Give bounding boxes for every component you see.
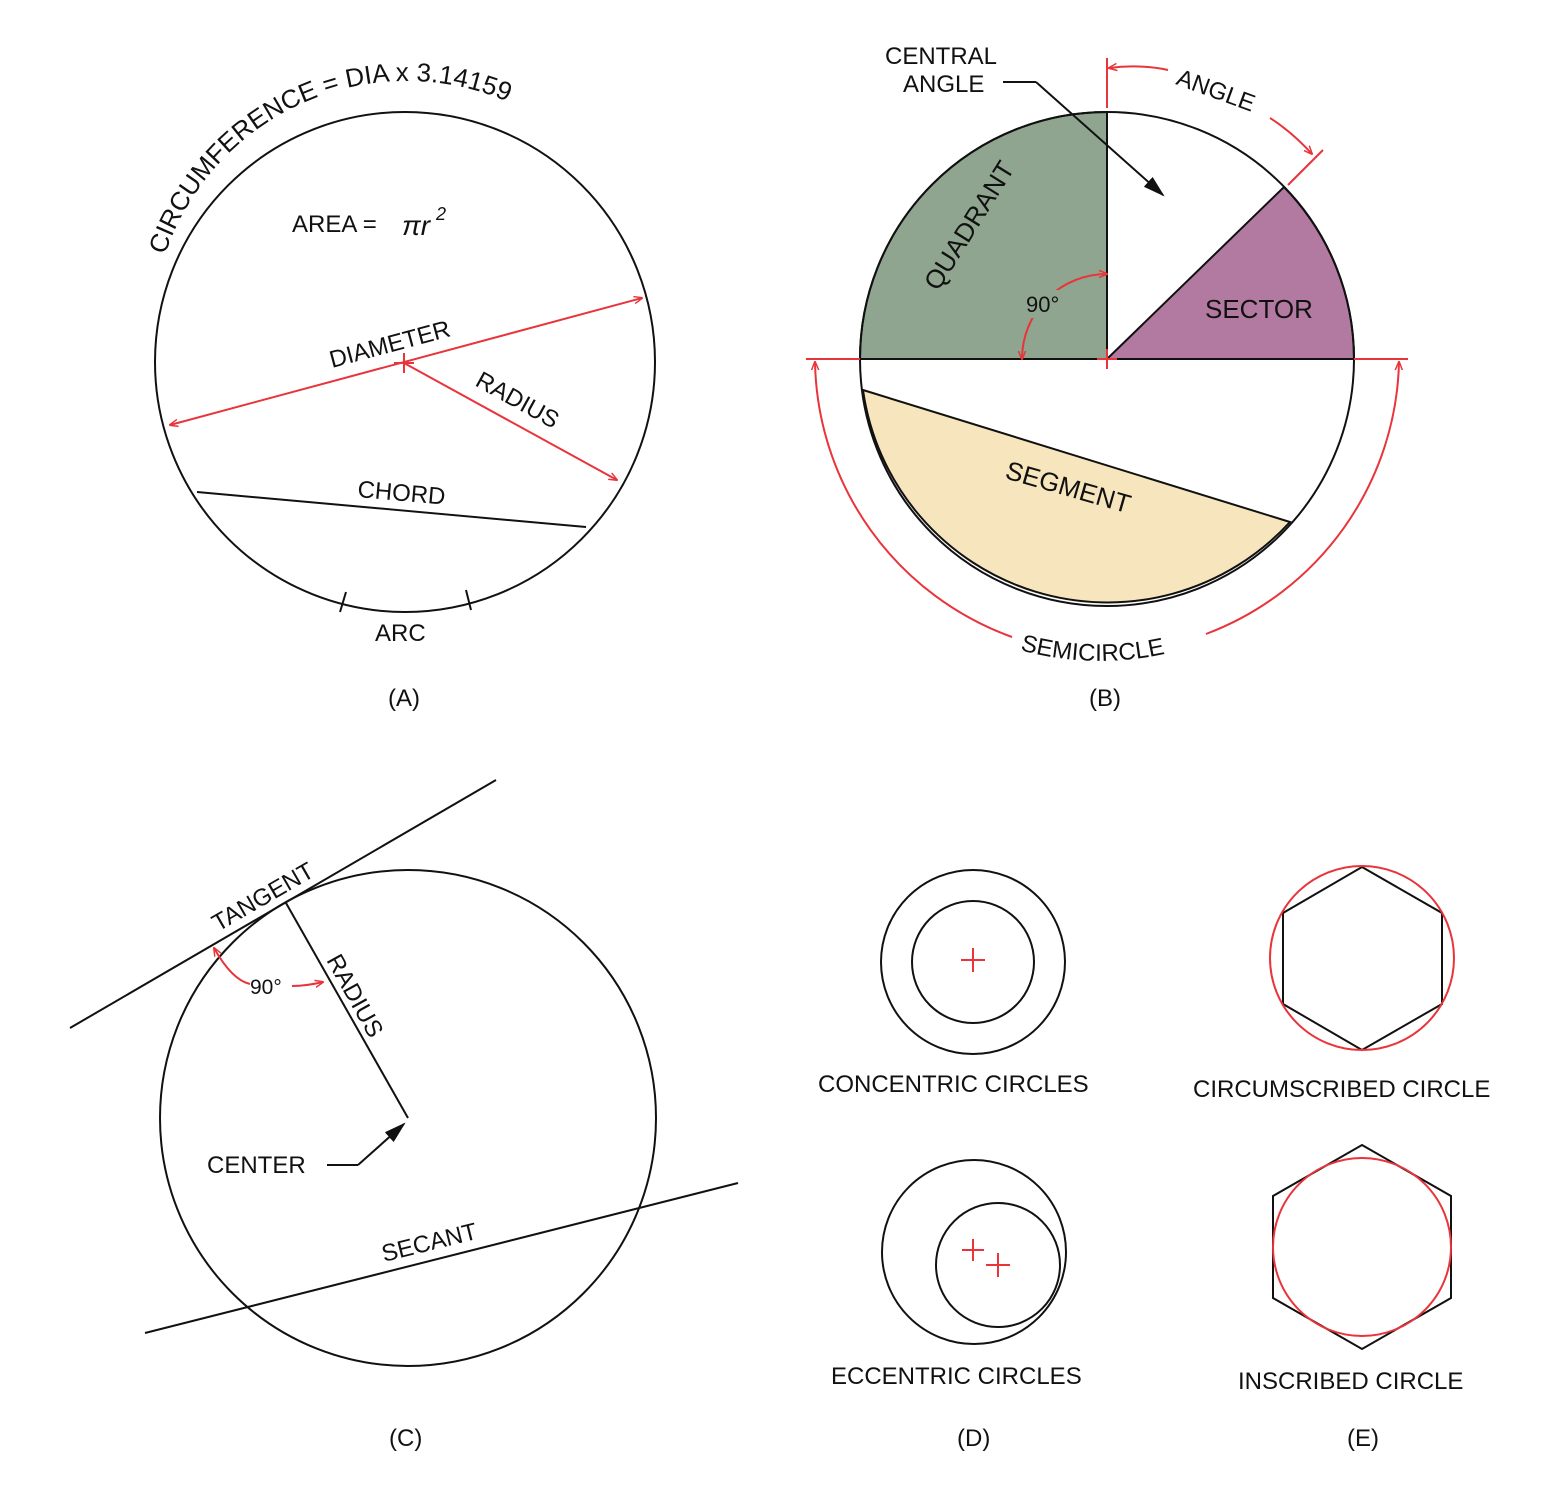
panel-c-right-angle-arc-left	[214, 948, 251, 985]
panel-c: TANGENT RADIUS 90° CENTER SECANT (C)	[69, 779, 739, 1452]
center-label: CENTER	[207, 1152, 306, 1179]
panel-e-caption: (E)	[1347, 1425, 1379, 1452]
panel-b-right-angle-label: 90°	[1026, 292, 1059, 317]
tangent-label: TANGENT	[208, 857, 320, 937]
inscribed-label: INSCRIBED CIRCLE	[1238, 1368, 1463, 1395]
central-angle-label-line2: ANGLE	[903, 71, 984, 98]
panel-c-right-angle-label: 90°	[250, 976, 282, 999]
eccentric-outer-circle	[881, 1159, 1067, 1345]
panel-d-caption: (D)	[957, 1425, 990, 1452]
area-label: AREA =	[292, 211, 377, 238]
semicircle-label: SEMICIRCLE	[1018, 630, 1166, 667]
panel-c-radius-line	[285, 902, 409, 1119]
diameter-line	[170, 298, 642, 425]
chord-label: CHORD	[356, 476, 446, 511]
panel-c-circle	[159, 869, 657, 1367]
semicircle-arc-right	[1205, 362, 1399, 635]
tangent-line	[69, 779, 497, 1029]
quadrant-fill	[858, 110, 1108, 360]
sector-label: SECTOR	[1205, 294, 1313, 324]
center-leader-arrow	[357, 1122, 406, 1166]
panel-c-caption: (C)	[389, 1425, 422, 1452]
concentric-outer-circle	[880, 869, 1066, 1055]
central-angle-leader-arrow	[1035, 81, 1165, 197]
angle-arc-right	[1269, 117, 1312, 154]
concentric-inner-circle	[911, 900, 1035, 1024]
angle-arc-left	[1109, 66, 1169, 70]
radius-line	[403, 362, 617, 480]
arc-label: ARC	[375, 620, 426, 647]
panel-b-caption: (B)	[1089, 685, 1121, 712]
inscribed-hexagon	[1272, 1143, 1452, 1351]
angle-label: ANGLE	[1173, 64, 1259, 117]
chord-line	[196, 491, 587, 528]
panel-c-right-angle-arc-right	[291, 982, 323, 986]
secant-line	[144, 1182, 739, 1334]
segment-fill	[861, 388, 1292, 604]
panel-a-caption: (A)	[388, 685, 420, 712]
concentric-label: CONCENTRIC CIRCLES	[818, 1071, 1089, 1098]
panel-d: CONCENTRIC CIRCLES ECCENTRIC CIRCLES (D)	[818, 869, 1089, 1452]
sector-fill	[1104, 185, 1356, 360]
angle-extension-right	[1287, 149, 1324, 186]
panel-a: CIRCUMFERENCE = DIA x 3.14159 AREA = πr …	[142, 57, 656, 712]
radius-label: RADIUS	[471, 367, 563, 435]
panel-b: QUADRANT SECTOR SEGMENT 90° CENTRAL ANGL…	[806, 43, 1408, 712]
eccentric-label: ECCENTRIC CIRCLES	[831, 1363, 1082, 1390]
circumscribed-label: CIRCUMSCRIBED CIRCLE	[1193, 1076, 1490, 1103]
circumscribed-circle	[1269, 865, 1455, 1051]
panel-e: CIRCUMSCRIBED CIRCLE INSCRIBED CIRCLE (E…	[1193, 865, 1490, 1452]
eccentric-inner-circle	[935, 1202, 1061, 1328]
semicircle-arc-left	[815, 362, 1013, 638]
central-angle-label-line1: CENTRAL	[885, 43, 997, 70]
area-formula-exponent: 2	[435, 204, 446, 224]
right-angle-label-bg	[1024, 290, 1070, 318]
panel-c-radius-label: RADIUS	[321, 950, 389, 1042]
area-formula: πr	[402, 210, 432, 241]
circumscribed-hexagon	[1282, 865, 1443, 1052]
arc-tick-left	[339, 591, 347, 613]
inscribed-circle	[1272, 1157, 1452, 1337]
arc-tick-right	[465, 589, 472, 611]
panel-a-circle	[154, 111, 656, 613]
